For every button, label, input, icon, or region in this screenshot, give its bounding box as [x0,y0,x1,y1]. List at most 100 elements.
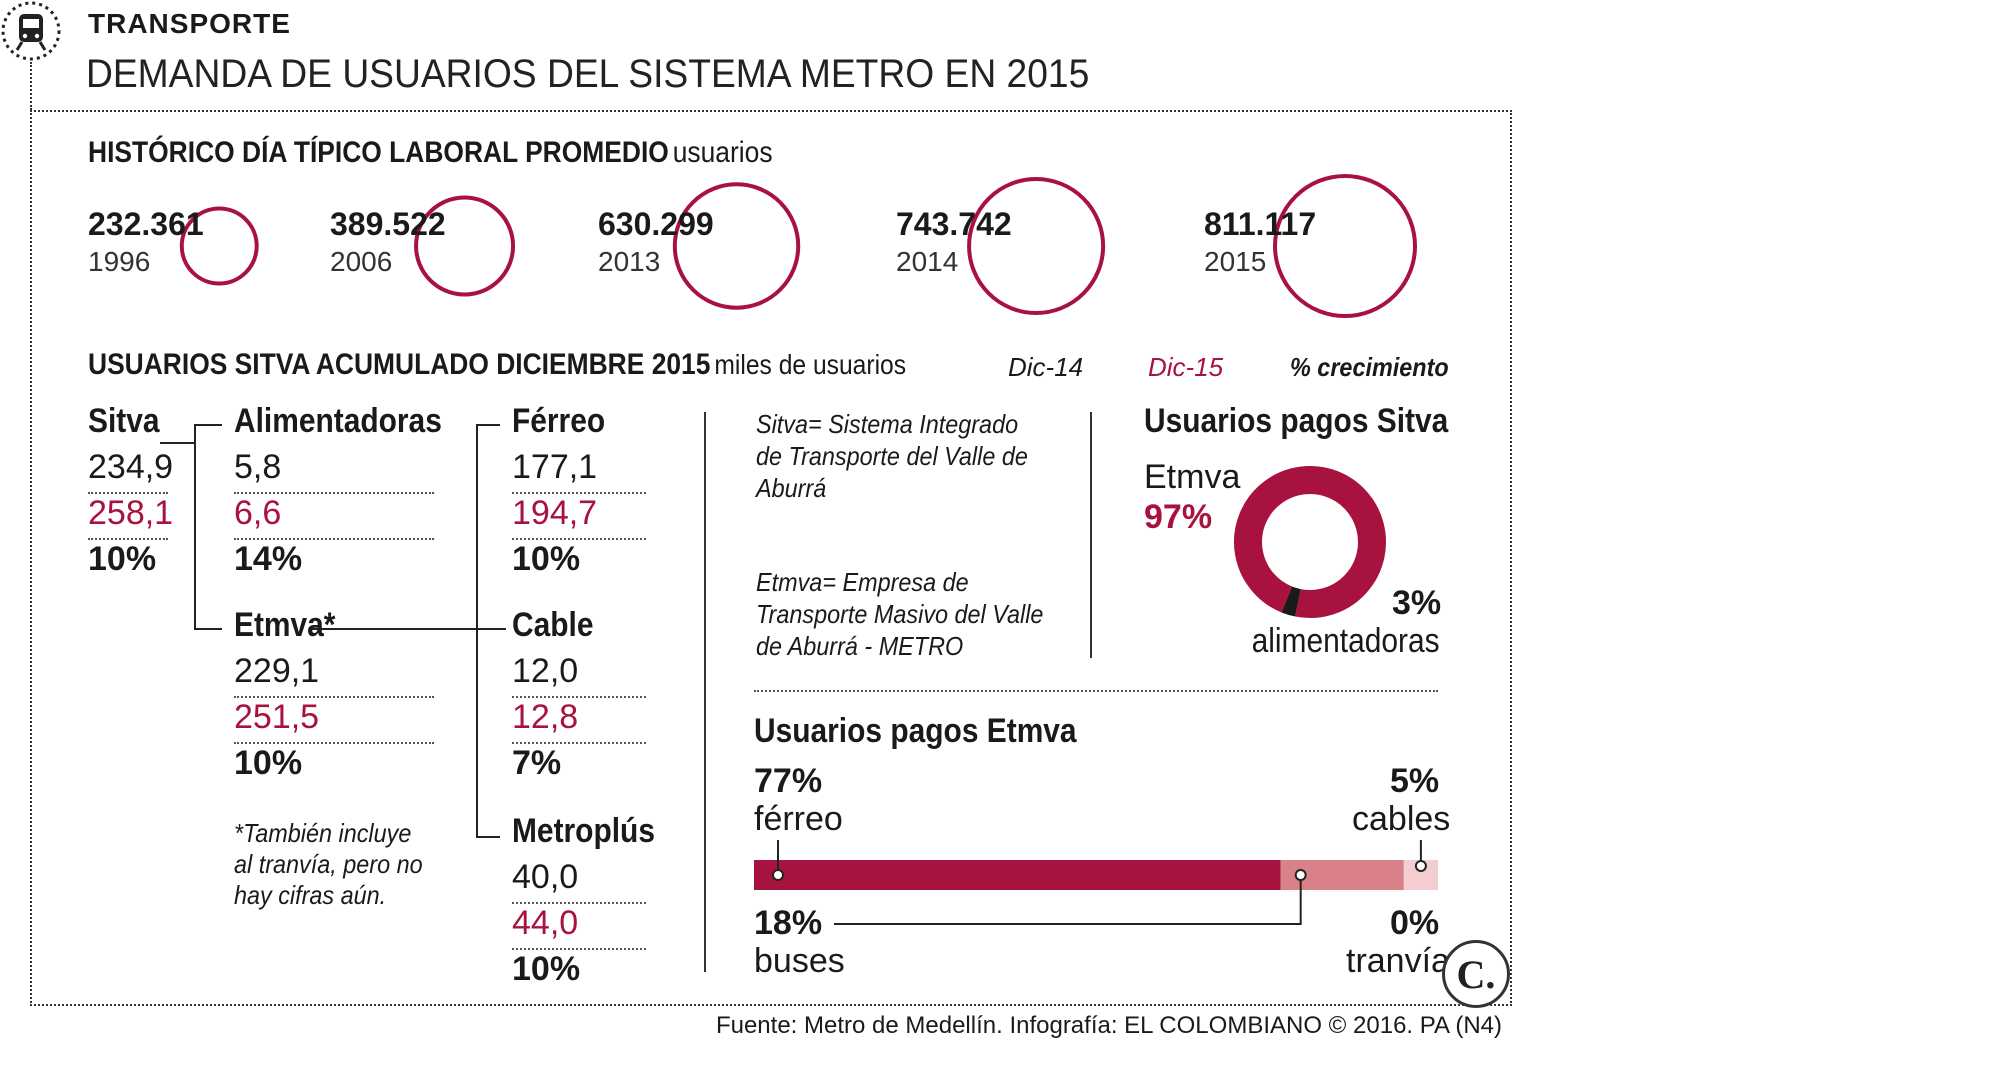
ferreo-pct: 77% [754,762,823,800]
footnote: *También incluye al tranvía, pero no hay… [234,818,423,911]
value-dic14: 40,0 [512,858,579,896]
leader-dot-buses [1294,869,1307,881]
value-growth: 10% [512,950,581,988]
node-name: Cable [512,606,594,644]
leader-buses [834,875,1302,925]
pagos-sitva-minor-pct: 3% [1392,584,1442,622]
value-growth: 10% [88,540,157,578]
node-name: Sitva [88,402,160,440]
tranvia-pct: 0% [1390,904,1440,942]
buses-label: buses [754,942,845,980]
divider [512,902,646,904]
divider [88,492,168,494]
historico-bubbles [179,174,1417,318]
value-growth: 14% [234,540,303,578]
definition-line: de Transporte del Valle de [756,441,1028,471]
section-divider [754,690,1438,692]
node-name: Férreo [512,402,606,440]
connector [194,424,222,426]
divider [234,696,434,698]
definition-line: Aburrá [756,473,827,503]
value-dic14: 177,1 [512,448,598,486]
value-dic15: 251,5 [234,698,320,736]
divider [512,492,646,494]
value-dic15: 194,7 [512,494,598,532]
bubble-2013 [672,182,801,310]
buses-pct: 18% [754,904,823,942]
source-credit: Fuente: Metro de Medellín. Infografía: E… [715,1012,1502,1039]
legend-dic15: Dic-15 [1148,352,1224,382]
bubble-value-2014: 743.742 [896,206,1012,242]
value-dic15: 6,6 [234,494,282,532]
value-growth: 10% [512,540,581,578]
value-growth: 7% [512,744,562,782]
definition-etmva: Etmva= Empresa de Transporte Masivo del … [756,566,1043,662]
transport-icon [0,0,62,62]
definition-line: de Aburrá - METRO [756,631,964,661]
bubble-year-2006: 2006 [330,246,393,277]
sitva-unit: miles de usuarios [714,349,907,380]
bubble-1996 [179,206,259,286]
connector [194,628,222,630]
bar-segment-férreo [754,860,1281,890]
value-dic14: 234,9 [88,448,174,486]
el-colombiano-logo: C. [1442,940,1510,1008]
bubble-2014 [967,176,1106,316]
definition-line: Etmva= Empresa de [756,567,969,597]
divider [512,948,646,950]
node-etmva: Etmva* 229,1 251,5 10% [234,606,434,783]
footnote-line: hay cifras aún. [234,880,387,910]
connector [476,836,500,838]
pagos-sitva-major-label: Etmva [1144,458,1241,496]
footnote-line: al tranvía, pero no [234,849,423,879]
connector [476,424,478,836]
connector [310,628,506,630]
value-dic15: 12,8 [512,698,579,736]
connector [194,424,196,628]
bubble-value-2013: 630.299 [598,206,714,242]
cables-label: cables [1352,800,1451,838]
bubble-2006 [414,195,516,297]
pagos-sitva-major-pct: 97% [1144,498,1213,536]
node-name: Alimentadoras [234,402,442,440]
leader-dot-cables [1414,860,1427,872]
bubble-year-1996: 1996 [88,246,151,277]
value-dic14: 229,1 [234,652,320,690]
leader-dot-ferreo [772,869,784,881]
content-frame [30,110,1512,1006]
historico-title: HISTÓRICO DÍA TÍPICO LABORAL PROMEDIO [88,136,669,169]
bubble-2015 [1273,174,1417,318]
tranvia-label: tranvía [1346,942,1450,980]
connector [160,442,196,444]
definition-line: Transporte Masivo del Valle [756,599,1044,629]
frame-left-connector [30,62,32,110]
pagos-etmva-title: Usuarios pagos Etmva [754,712,1077,750]
divider [234,742,434,744]
value-growth: 10% [234,744,303,782]
definition-sitva: Sitva= Sistema Integrado de Transporte d… [756,408,1028,504]
node-name: Etmva* [234,606,336,644]
value-dic14: 5,8 [234,448,282,486]
bubble-value-2015: 811.117 [1204,206,1317,242]
divider [512,538,646,540]
footnote-line: *También incluye [234,818,412,848]
column-separator [704,412,706,972]
historico-unit: usuarios [672,136,773,169]
divider [512,696,646,698]
pagos-sitva-donut [1234,466,1386,618]
sitva-heading: USUARIOS SITVA ACUMULADO DICIEMBRE 2015 … [88,348,906,382]
bubble-year-2014: 2014 [896,246,959,277]
historico-heading: HISTÓRICO DÍA TÍPICO LABORAL PROMEDIO us… [88,136,773,170]
node-alimentadoras: Alimentadoras 5,8 6,6 14% [234,402,442,579]
section-label: TRANSPORTE [88,8,291,39]
divider [512,742,646,744]
logo-letter: C. [1456,951,1496,997]
pagos-sitva-title: Usuarios pagos Sitva [1144,402,1449,440]
page-title: DEMANDA DE USUARIOS DEL SISTEMA METRO EN… [86,52,1090,96]
node-sitva: Sitva 234,9 258,1 10% [88,402,174,579]
sitva-title: USUARIOS SITVA ACUMULADO DICIEMBRE 2015 [88,348,711,381]
pagos-sitva-minor-label: alimentadoras [1252,622,1440,660]
legend-growth: % crecimiento [1290,352,1449,382]
donut-slice-Etmva [1234,466,1386,618]
legend-dic14: Dic-14 [1008,352,1084,382]
